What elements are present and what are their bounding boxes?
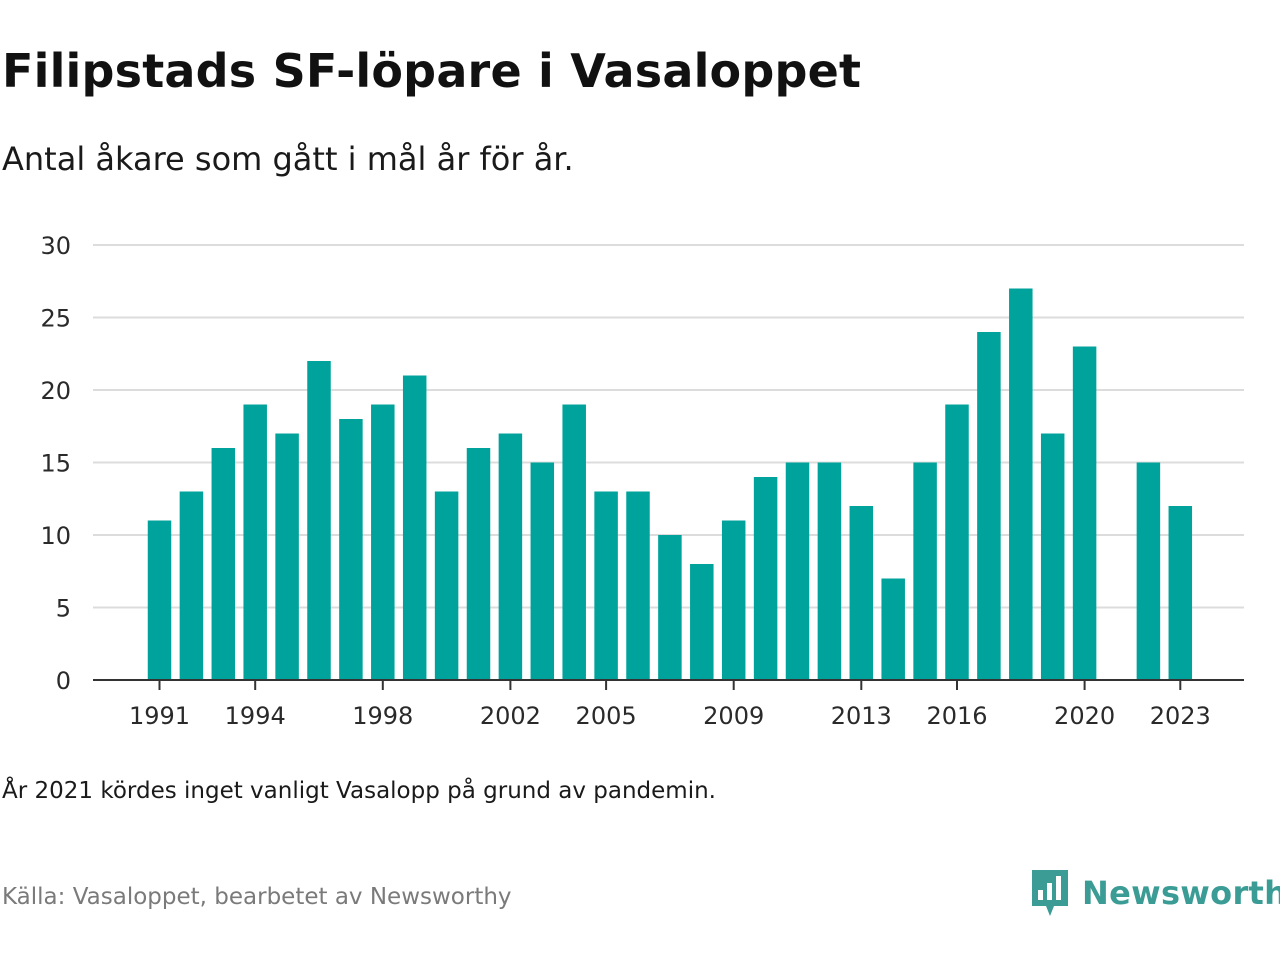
bar-2006 — [626, 491, 650, 680]
y-tick-label: 0 — [56, 667, 71, 695]
x-tick-label: 1991 — [129, 702, 190, 730]
bar-2000 — [434, 491, 459, 680]
bar-2018 — [1009, 288, 1033, 680]
bar-2019 — [1040, 433, 1065, 680]
bar-chart: 0 5 10 15 20 25 30 1991 1994 1998 2002 2005 2009 201… — [40, 232, 1244, 730]
x-tick-label: 1994 — [225, 702, 286, 730]
chart-subtitle: Antal åkare som gått i mål år för år. — [2, 140, 574, 178]
y-axis-ticks: 0 5 10 15 20 25 30 — [40, 232, 71, 695]
bar-2007 — [658, 535, 682, 680]
bar-2013 — [849, 506, 874, 680]
bar-1998 — [371, 404, 395, 680]
chart-title: Filipstads SF-löpare i Vasaloppet — [2, 44, 862, 98]
y-tick-label: 30 — [40, 232, 71, 260]
bar-1997 — [339, 419, 363, 680]
bar-2002 — [498, 433, 523, 680]
x-axis-ticks: 1991 1994 1998 2002 2005 2009 2013 2016 2020 2023 — [129, 680, 1211, 730]
bar-2017 — [977, 332, 1001, 680]
bar-1999 — [402, 375, 427, 680]
chart-source: Källa: Vasaloppet, bearbetet av Newswort… — [2, 884, 512, 910]
bar-2003 — [530, 462, 555, 680]
newsworthy-logo-icon — [1032, 870, 1068, 916]
x-tick-label: 2009 — [703, 702, 764, 730]
y-tick-label: 20 — [40, 377, 71, 405]
chart-note: År 2021 kördes inget vanligt Vasalopp på… — [2, 778, 716, 804]
x-tick-label: 2013 — [831, 702, 892, 730]
bar-2023 — [1168, 506, 1193, 680]
bar-2016 — [945, 404, 969, 680]
y-tick-label: 25 — [40, 305, 71, 333]
y-tick-label: 5 — [56, 595, 71, 623]
bar-2012 — [817, 462, 842, 680]
bar-1995 — [275, 433, 299, 680]
bars — [147, 288, 1193, 680]
x-tick-label: 1998 — [352, 702, 413, 730]
bar-2005 — [594, 491, 618, 680]
brand-name: Newsworthy — [1082, 874, 1280, 912]
bar-2001 — [466, 448, 491, 680]
y-tick-label: 15 — [40, 450, 71, 478]
bar-1992 — [179, 491, 204, 680]
bar-2010 — [753, 477, 778, 680]
bar-1991 — [147, 520, 172, 680]
x-tick-label: 2016 — [926, 702, 987, 730]
bar-2004 — [562, 404, 586, 680]
x-tick-label: 2023 — [1150, 702, 1211, 730]
bar-1994 — [243, 404, 267, 680]
bar-2014 — [881, 578, 905, 680]
brand-logo: Newsworthy — [1030, 868, 1280, 918]
bar-2015 — [913, 462, 937, 680]
x-tick-label: 2002 — [480, 702, 541, 730]
bar-2020 — [1072, 346, 1097, 680]
bar-1993 — [211, 448, 236, 680]
bar-1996 — [307, 361, 331, 680]
y-tick-label: 10 — [40, 522, 71, 550]
bar-2011 — [785, 462, 810, 680]
x-tick-label: 2020 — [1054, 702, 1115, 730]
bar-2022 — [1136, 462, 1161, 680]
bar-2009 — [721, 520, 746, 680]
x-tick-label: 2005 — [576, 702, 637, 730]
bar-2008 — [690, 564, 714, 680]
